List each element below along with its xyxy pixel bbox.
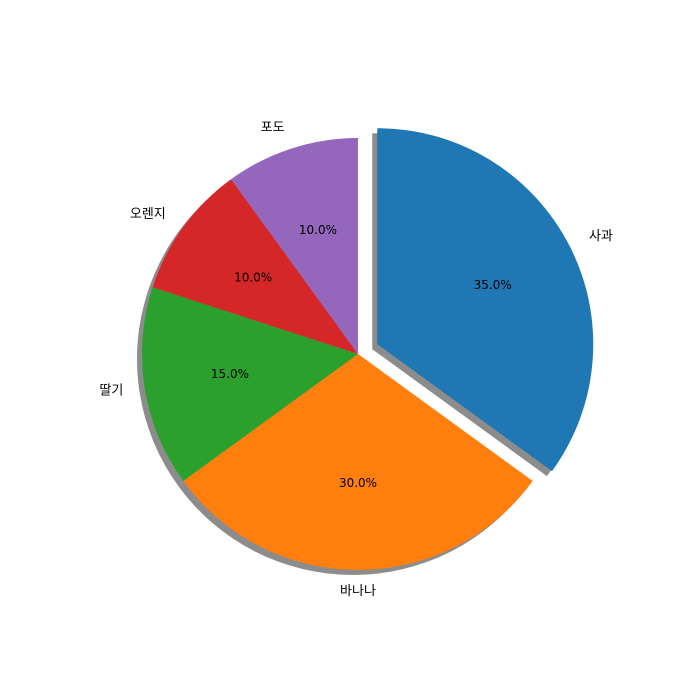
category-label: 포도 <box>261 121 285 136</box>
category-label: 사과 <box>589 229 613 244</box>
percent-label: 30.0% <box>339 476 377 490</box>
wedge-layer <box>142 128 594 570</box>
category-label: 바나나 <box>340 584 376 599</box>
percent-label: 10.0% <box>234 270 272 284</box>
wedge <box>183 354 533 570</box>
wedge <box>142 287 358 481</box>
percent-label: 35.0% <box>474 278 512 292</box>
label-layer: 사과 35.0% 바나나 30.0% 딸기 15.0% 오렌지 10.0% 포도 10.0% <box>99 121 613 600</box>
wedge <box>377 128 594 472</box>
percent-label: 15.0% <box>211 367 249 381</box>
category-label: 딸기 <box>99 384 123 399</box>
wedge <box>152 179 358 354</box>
category-label: 오렌지 <box>130 207 166 222</box>
wedge <box>231 138 358 354</box>
percent-label: 10.0% <box>299 223 337 237</box>
